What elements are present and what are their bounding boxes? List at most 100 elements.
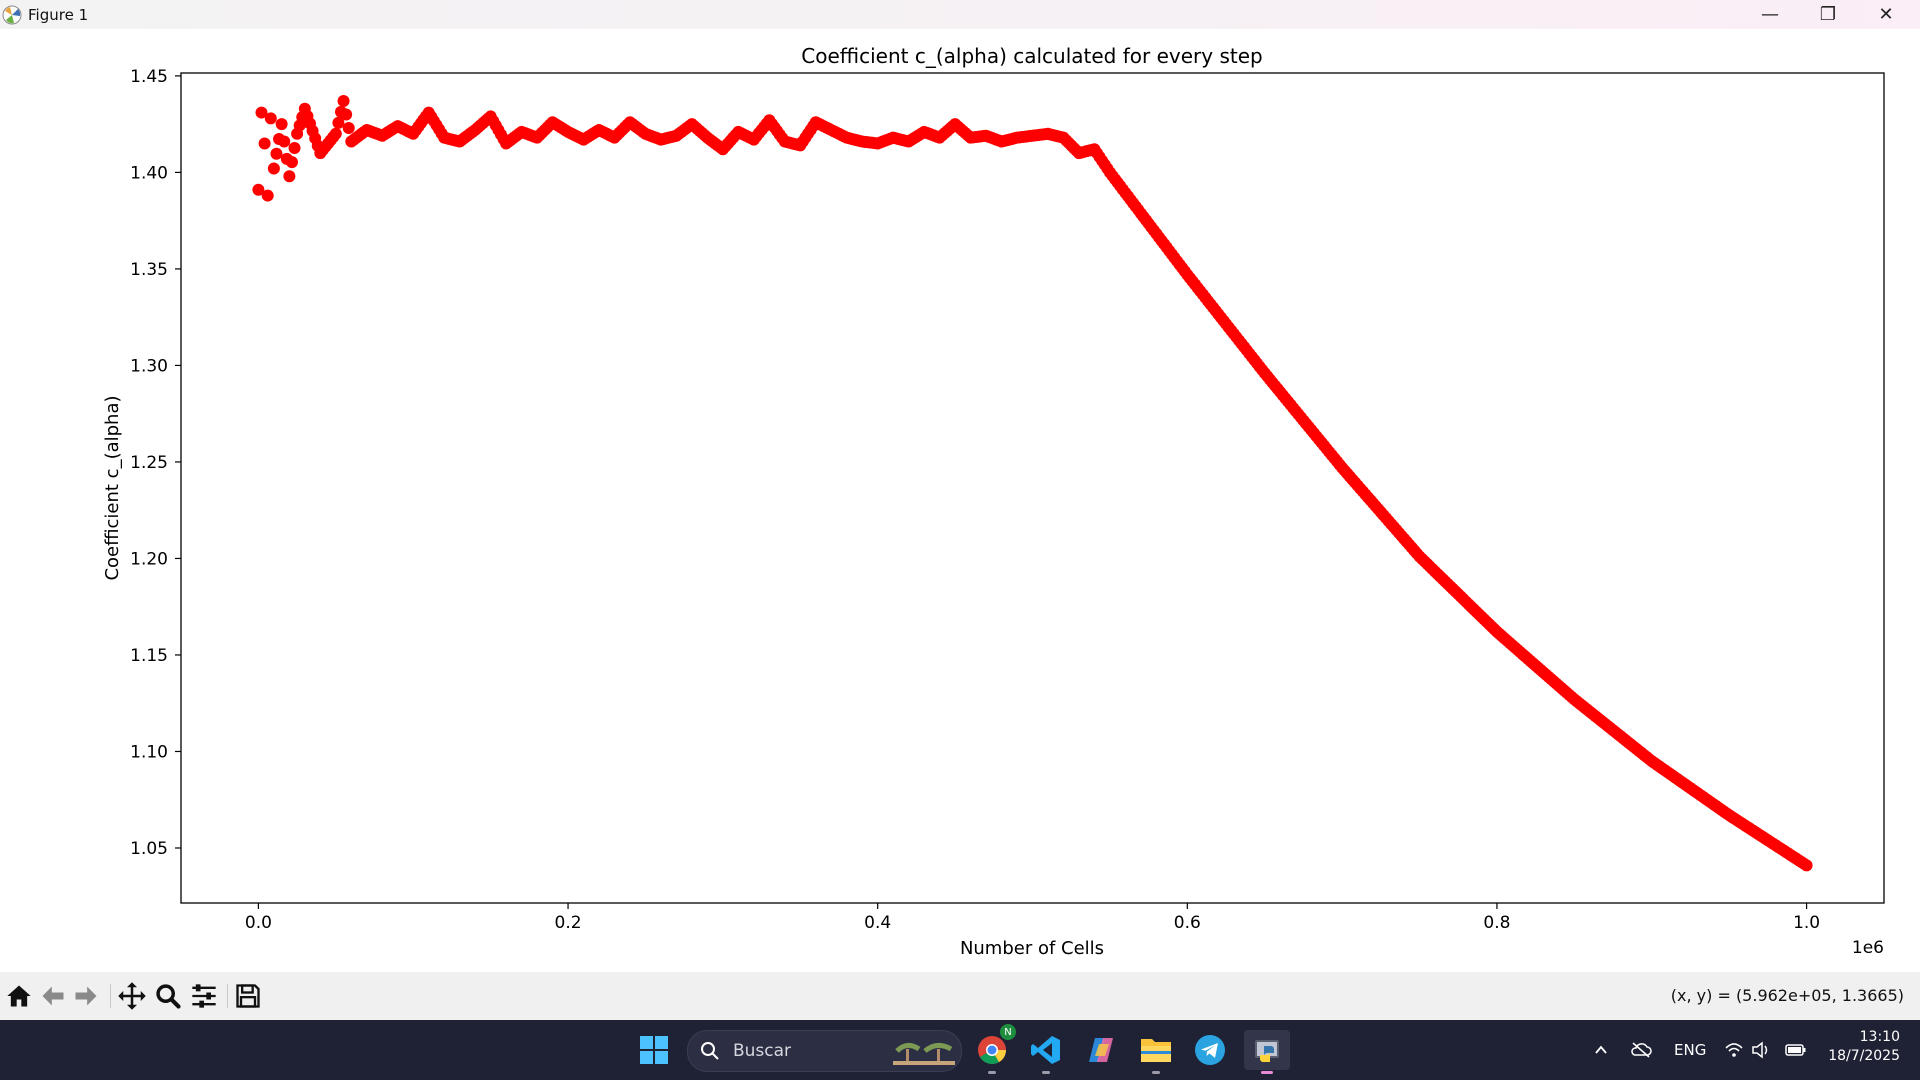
x-axis: 0.0 0.2 0.4 0.6 0.8 1.0 xyxy=(245,903,1820,933)
data-point xyxy=(1800,859,1813,872)
minimize-button[interactable]: — xyxy=(1741,0,1799,29)
cloud-off-icon xyxy=(1631,1042,1652,1058)
plot-area xyxy=(180,72,1885,904)
configure-subplots-icon xyxy=(192,984,216,1008)
y-tick-label: 1.40 xyxy=(130,163,168,183)
window-titlebar: Figure 1 — ❐ ✕ xyxy=(0,0,1920,29)
battery-charging-icon xyxy=(1785,1044,1806,1056)
x-tick-label: 0.0 xyxy=(245,913,272,933)
maximize-button[interactable]: ❐ xyxy=(1799,0,1857,29)
close-button[interactable]: ✕ xyxy=(1857,0,1915,29)
clock[interactable]: 13:10 18/7/2025 xyxy=(1816,1029,1900,1064)
data-point xyxy=(332,116,345,129)
input-language[interactable]: ENG xyxy=(1674,1041,1707,1059)
pan-button[interactable] xyxy=(116,980,148,1012)
vscode-app[interactable] xyxy=(1026,1030,1066,1074)
search-placeholder: Buscar xyxy=(733,1041,792,1061)
file-explorer-app[interactable] xyxy=(1136,1030,1176,1074)
x-tick-label: 1.0 xyxy=(1793,913,1820,933)
telegram-icon xyxy=(1195,1035,1225,1065)
y-tick-label: 1.05 xyxy=(130,839,168,859)
chrome-app[interactable]: N xyxy=(972,1024,1016,1074)
figure-canvas[interactable]: 0.0 0.2 0.4 0.6 0.8 1.0 1.05 1.10 1.15 1.20 1.25 1… xyxy=(0,29,1920,972)
clock-time: 13:10 xyxy=(1859,1029,1900,1045)
zoom-icon xyxy=(156,984,181,1009)
pan-icon xyxy=(118,982,146,1010)
y-tick-label: 1.15 xyxy=(130,646,168,666)
y-axis-label: Coefficient c_(alpha) xyxy=(102,395,123,580)
active-indicator xyxy=(1261,1071,1273,1074)
forward-button[interactable] xyxy=(70,980,102,1012)
y-tick-label: 1.35 xyxy=(130,260,168,280)
x-tick-label: 0.6 xyxy=(1174,913,1201,933)
telegram-app[interactable] xyxy=(1190,1030,1230,1070)
vscode-icon xyxy=(1031,1036,1060,1064)
back-icon xyxy=(42,986,64,1006)
wifi-icon xyxy=(1725,1043,1743,1057)
toolbar-separator xyxy=(110,984,111,1008)
volume-button[interactable] xyxy=(1749,1038,1773,1062)
data-point xyxy=(340,108,353,121)
data-point xyxy=(255,106,268,119)
scatter-chart: 0.0 0.2 0.4 0.6 0.8 1.0 1.051.101.151.201.251… xyxy=(102,44,1885,959)
y-tick-label: 1.10 xyxy=(130,742,168,762)
python-figure-app[interactable] xyxy=(1244,1030,1290,1074)
forward-icon xyxy=(75,986,97,1006)
chart-title: Coefficient c_(alpha) calculated for eve… xyxy=(801,44,1262,68)
x-tick-label: 0.8 xyxy=(1483,913,1510,933)
save-icon xyxy=(236,984,260,1008)
copilot-app[interactable] xyxy=(1081,1030,1121,1070)
chrome-icon xyxy=(978,1036,1006,1064)
y-tick-label: 1.25 xyxy=(130,453,168,473)
clock-date: 18/7/2025 xyxy=(1828,1048,1900,1064)
y-tick-label: 1.45 xyxy=(130,67,168,87)
back-button[interactable] xyxy=(37,980,69,1012)
window-title: Figure 1 xyxy=(28,6,89,24)
data-point xyxy=(258,137,271,150)
data-point xyxy=(252,183,265,196)
data-point xyxy=(275,118,288,131)
search-highlight-trees-icon xyxy=(893,1043,955,1065)
onedrive-status-button[interactable] xyxy=(1629,1038,1653,1062)
y-axis: 1.05 1.10 1.15 1.20 1.25 1.30 1.35 1.40 1.45 xyxy=(130,67,181,859)
copilot-icon xyxy=(1089,1038,1113,1062)
data-point xyxy=(261,189,274,202)
matplotlib-logo-icon xyxy=(2,5,22,25)
taskbar-search[interactable]: Buscar xyxy=(687,1030,962,1072)
minimize-icon: — xyxy=(1761,4,1779,25)
toolbar-separator xyxy=(227,984,228,1008)
data-point xyxy=(283,170,296,183)
chevron-up-icon xyxy=(1595,1045,1607,1054)
configure-subplots-button[interactable] xyxy=(188,980,220,1012)
speaker-icon xyxy=(1752,1041,1768,1059)
data-markers xyxy=(252,94,1813,872)
save-button[interactable] xyxy=(232,980,264,1012)
chrome-profile-badge: N xyxy=(1000,1024,1016,1040)
home-button[interactable] xyxy=(3,980,35,1012)
battery-button[interactable] xyxy=(1784,1038,1808,1062)
data-point xyxy=(329,127,342,140)
y-tick-label: 1.30 xyxy=(130,356,168,376)
home-icon xyxy=(7,985,31,1007)
file-explorer-icon xyxy=(1141,1039,1171,1062)
maximize-icon: ❐ xyxy=(1819,4,1837,25)
zoom-button[interactable] xyxy=(152,980,184,1012)
data-point xyxy=(278,135,291,148)
windows-taskbar: Buscar N xyxy=(0,1020,1920,1080)
search-icon xyxy=(701,1042,719,1060)
close-icon: ✕ xyxy=(1878,4,1894,25)
data-point xyxy=(285,156,298,169)
cursor-coordinates: (x, y) = (5.962e+05, 1.3665) xyxy=(1670,986,1904,1005)
navigation-toolbar: (x, y) = (5.962e+05, 1.3665) xyxy=(0,972,1920,1020)
running-indicator xyxy=(1042,1071,1050,1074)
x-axis-label: Number of Cells xyxy=(960,938,1104,959)
network-button[interactable] xyxy=(1722,1038,1746,1062)
data-point xyxy=(267,162,280,175)
x-tick-label: 0.2 xyxy=(555,913,582,933)
x-tick-label: 0.4 xyxy=(864,913,891,933)
start-button[interactable] xyxy=(634,1030,674,1070)
data-point xyxy=(264,112,277,125)
tray-overflow-button[interactable] xyxy=(1589,1038,1613,1062)
running-indicator xyxy=(988,1071,996,1074)
data-point xyxy=(288,141,301,154)
